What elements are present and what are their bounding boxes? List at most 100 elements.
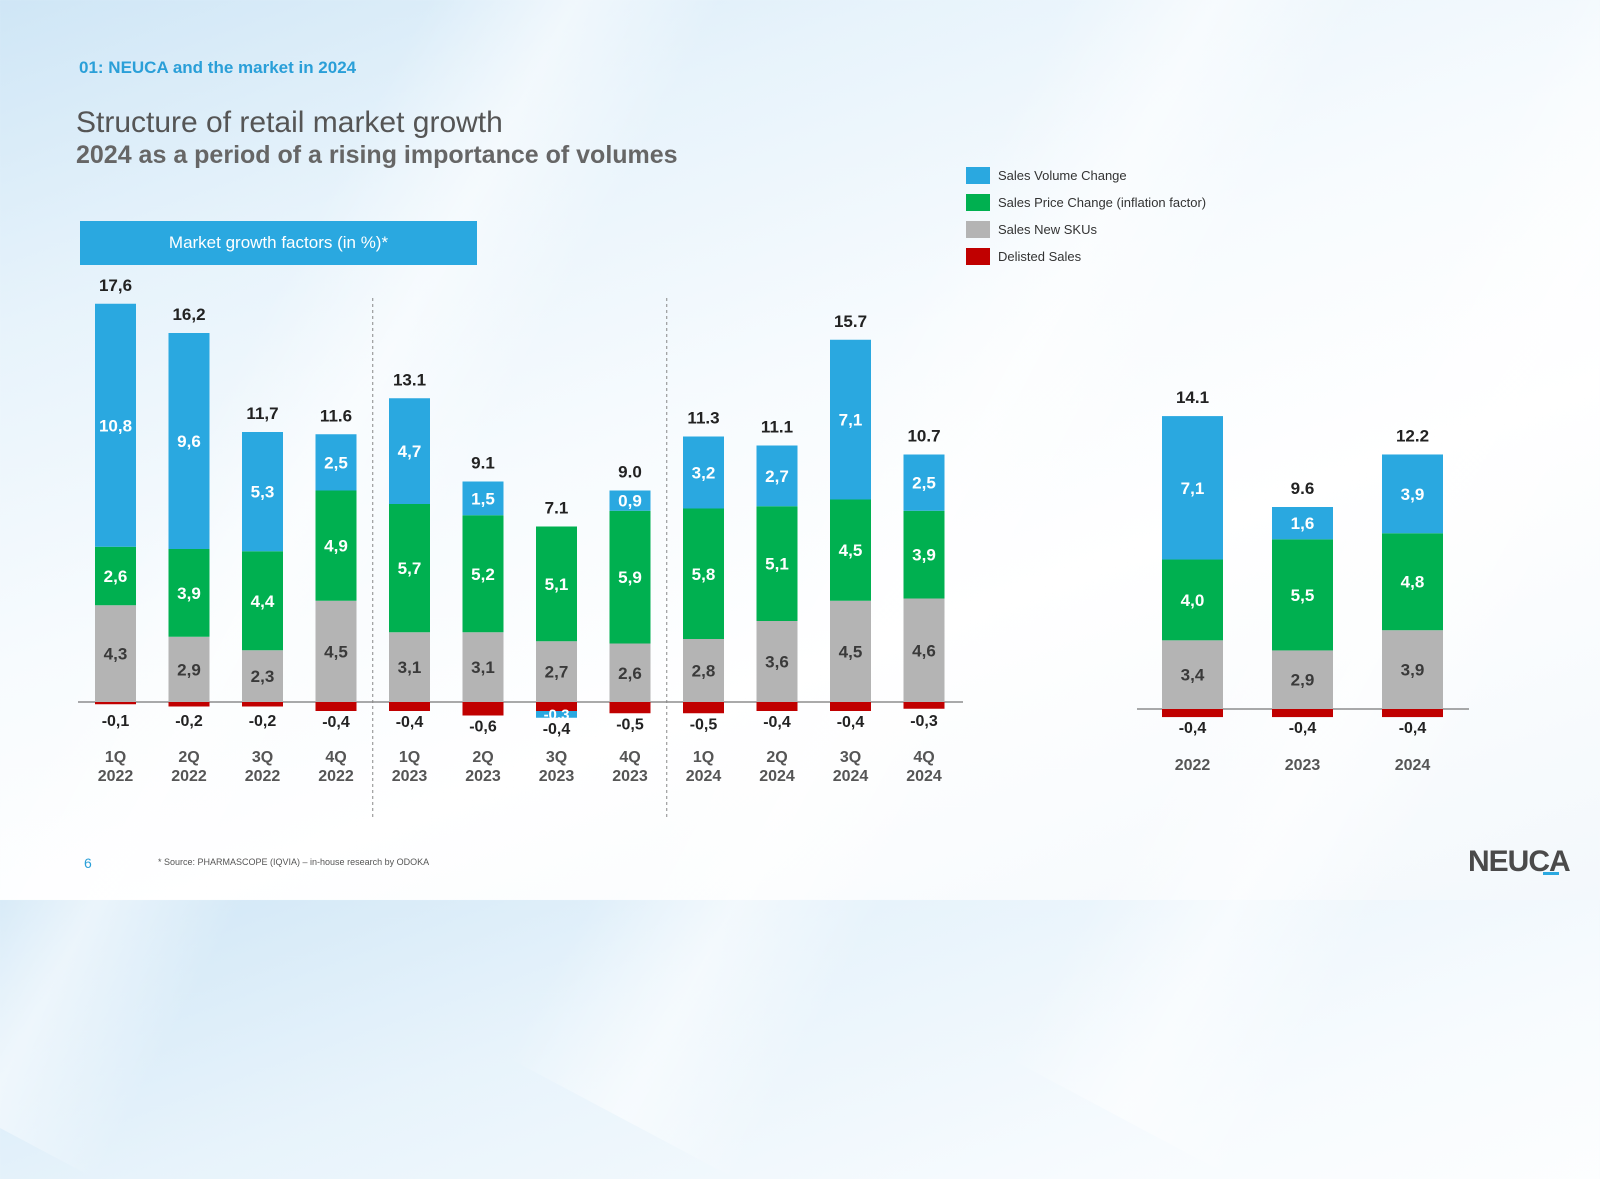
bar-segment-delisted bbox=[1382, 709, 1443, 718]
category-tick-label: 2023 bbox=[465, 768, 501, 785]
data-label-new-skus: 3,9 bbox=[1401, 661, 1425, 680]
legend-item: Delisted Sales bbox=[966, 247, 1206, 265]
category-tick-label: 2024 bbox=[759, 768, 795, 785]
data-label-delisted: -0,5 bbox=[690, 716, 718, 733]
bar-segment-new-skus bbox=[903, 598, 945, 702]
bar-segment-new-skus bbox=[683, 639, 724, 702]
bar-segment-delisted bbox=[1272, 709, 1333, 718]
bar-segment-delisted bbox=[756, 702, 798, 711]
bar-segment-new-skus bbox=[95, 605, 136, 702]
data-label-new-skus: 2,9 bbox=[177, 660, 201, 679]
data-label-price: 4,5 bbox=[839, 541, 863, 560]
bar-segment-new-skus bbox=[609, 643, 651, 702]
bar-segment-price bbox=[609, 510, 651, 644]
page-title: Structure of retail market growth bbox=[76, 106, 503, 139]
data-label-delisted: -0,1 bbox=[102, 713, 130, 730]
bar-segment-price bbox=[903, 510, 945, 599]
bar-segment-new-skus bbox=[1382, 630, 1443, 709]
bar-segment-new-skus bbox=[1272, 650, 1333, 709]
data-label-price: 5,2 bbox=[471, 565, 495, 584]
data-label-delisted: -0,4 bbox=[763, 714, 791, 731]
stacked-bar-charts: 4,3 2,6 10,8 -0,1 17,6 1Q 2022 2,9 3,9 9,6 -0,2 16,… bbox=[78, 276, 1469, 818]
total-label: 7.1 bbox=[545, 499, 569, 518]
bar-segment-delisted bbox=[903, 702, 945, 709]
category-tick-label: 3Q bbox=[252, 749, 273, 766]
bar-segment-new-skus bbox=[830, 600, 871, 702]
bar-segment-delisted bbox=[536, 702, 577, 711]
data-label-new-skus: 4,5 bbox=[839, 642, 863, 661]
bar-segment-new-skus bbox=[756, 621, 798, 702]
bar-segment-delisted bbox=[95, 702, 136, 705]
total-label: 17,6 bbox=[99, 276, 132, 295]
bar-segment-delisted bbox=[168, 702, 210, 707]
source-note: * Source: PHARMASCOPE (IQVIA) – in-house… bbox=[158, 857, 430, 867]
bar-segment-new-skus bbox=[462, 632, 504, 702]
bar-segment-new-skus bbox=[536, 641, 577, 702]
data-label-price: 4,8 bbox=[1401, 573, 1425, 592]
category-tick-label: 4Q bbox=[325, 749, 346, 766]
bar-segment-price bbox=[389, 504, 430, 633]
legend-item: Sales New SKUs bbox=[966, 220, 1206, 238]
legend-label: Delisted Sales bbox=[998, 248, 1082, 264]
data-label-new-skus: 3,4 bbox=[1181, 666, 1205, 685]
category-tick-label: 1Q bbox=[693, 749, 714, 766]
category-tick-label: 2022 bbox=[98, 768, 134, 785]
data-label-price: 4,9 bbox=[324, 537, 348, 556]
data-label-volume: 1,6 bbox=[1291, 514, 1315, 533]
total-label: 11.3 bbox=[687, 409, 719, 428]
bar-segment-volume bbox=[315, 434, 357, 491]
total-label: 10.7 bbox=[907, 427, 940, 446]
category-tick-label: 2024 bbox=[1395, 757, 1431, 774]
data-label-new-skus: 4,3 bbox=[104, 645, 128, 664]
bar-segment-volume bbox=[903, 454, 945, 511]
data-label-price: 4,4 bbox=[251, 592, 275, 611]
data-label-price: 5,1 bbox=[545, 575, 569, 594]
legend-label: Sales Price Change (inflation factor) bbox=[998, 194, 1207, 210]
bar-segment-new-skus bbox=[389, 632, 430, 702]
total-label: 16,2 bbox=[172, 305, 205, 324]
bar-segment-delisted bbox=[830, 702, 871, 711]
category-tick-label: 2024 bbox=[686, 768, 722, 785]
bar-segment-price bbox=[95, 546, 136, 606]
bar-segment-volume bbox=[242, 432, 283, 552]
section-label: 01: NEUCA and the market in 2024 bbox=[79, 58, 357, 77]
category-tick-label: 2022 bbox=[171, 768, 207, 785]
total-label: 9.1 bbox=[471, 454, 495, 473]
bar-segment-volume bbox=[683, 436, 724, 509]
chart-panel-label: Market growth factors (in %)* bbox=[80, 221, 477, 265]
total-label: 13.1 bbox=[393, 370, 426, 389]
data-label-volume: 9,6 bbox=[177, 432, 201, 451]
bar-segment-volume bbox=[462, 481, 504, 516]
data-label-volume: -0,3 bbox=[544, 706, 570, 723]
category-tick-label: 3Q bbox=[546, 749, 567, 766]
bar-segment-volume bbox=[168, 333, 210, 549]
category-tick-label: 2024 bbox=[906, 768, 942, 785]
bar-segment-volume bbox=[609, 490, 651, 511]
bar-segment-delisted bbox=[1162, 709, 1223, 718]
data-label-price: 3,9 bbox=[177, 584, 201, 603]
category-tick-label: 2Q bbox=[766, 749, 787, 766]
bar-segment-new-skus bbox=[315, 600, 357, 702]
data-label-volume: 3,2 bbox=[692, 464, 716, 483]
data-label-new-skus: 3,1 bbox=[471, 658, 495, 677]
data-label-delisted: -0,4 bbox=[837, 714, 865, 731]
data-label-delisted: -0,4 bbox=[1289, 720, 1317, 737]
legend-swatch-price bbox=[966, 193, 990, 211]
data-label-volume: 10,8 bbox=[99, 416, 132, 435]
data-label-price: 3,9 bbox=[912, 546, 936, 565]
data-label-price: 5,1 bbox=[765, 555, 789, 574]
data-label-price: 2,6 bbox=[104, 567, 128, 586]
data-label-price: 5,8 bbox=[692, 565, 716, 584]
data-label-new-skus: 3,1 bbox=[398, 658, 422, 677]
page-number: 6 bbox=[84, 855, 92, 871]
bar-segment-delisted bbox=[609, 702, 651, 714]
data-label-volume: 7,1 bbox=[839, 411, 863, 430]
category-tick-label: 1Q bbox=[399, 749, 420, 766]
data-label-price: 5,9 bbox=[618, 568, 642, 587]
logo-accent bbox=[1543, 872, 1559, 875]
category-tick-label: 2023 bbox=[539, 768, 575, 785]
data-label-delisted: -0,6 bbox=[469, 719, 497, 736]
category-tick-label: 2Q bbox=[178, 749, 199, 766]
bar-segment-volume bbox=[830, 339, 871, 500]
category-tick-label: 4Q bbox=[619, 749, 640, 766]
